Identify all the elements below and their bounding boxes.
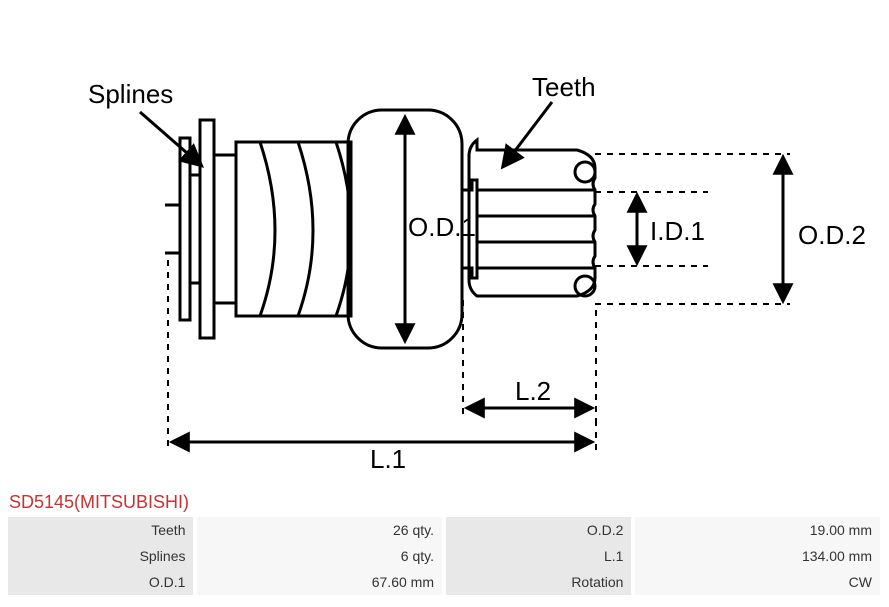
spec-value-l1: 134.00 mm xyxy=(635,543,880,569)
table-row: O.D.1 67.60 mm Rotation CW xyxy=(8,569,880,595)
spec-label-od2: O.D.2 xyxy=(446,517,631,543)
spec-label-l1: L.1 xyxy=(446,543,631,569)
spec-label-rotation: Rotation xyxy=(446,569,631,595)
label-l2: L.2 xyxy=(515,376,551,406)
spec-value-teeth: 26 qty. xyxy=(197,517,442,543)
spec-value-od2: 19.00 mm xyxy=(635,517,880,543)
label-od1: O.D.1 xyxy=(408,212,476,242)
diagram-svg: Splines Teeth O.D.1 I.D.1 O.D.2 L.2 L.1 xyxy=(0,0,889,490)
part-title: SD5145(MITSUBISHI) xyxy=(0,490,889,517)
label-teeth: Teeth xyxy=(532,72,596,102)
technical-diagram: Splines Teeth O.D.1 I.D.1 O.D.2 L.2 L.1 xyxy=(0,0,889,490)
label-l1: L.1 xyxy=(370,444,406,474)
spec-value-splines: 6 qty. xyxy=(197,543,442,569)
table-row: Splines 6 qty. L.1 134.00 mm xyxy=(8,543,880,569)
spec-label-teeth: Teeth xyxy=(8,517,193,543)
label-od2: O.D.2 xyxy=(798,220,866,250)
spec-value-od1: 67.60 mm xyxy=(197,569,442,595)
label-id1: I.D.1 xyxy=(650,216,705,246)
table-row: Teeth 26 qty. O.D.2 19.00 mm xyxy=(8,517,880,543)
spec-table: Teeth 26 qty. O.D.2 19.00 mm Splines 6 q… xyxy=(4,517,884,595)
spec-label-od1: O.D.1 xyxy=(8,569,193,595)
spec-value-rotation: CW xyxy=(635,569,880,595)
spec-label-splines: Splines xyxy=(8,543,193,569)
label-splines: Splines xyxy=(88,79,173,109)
